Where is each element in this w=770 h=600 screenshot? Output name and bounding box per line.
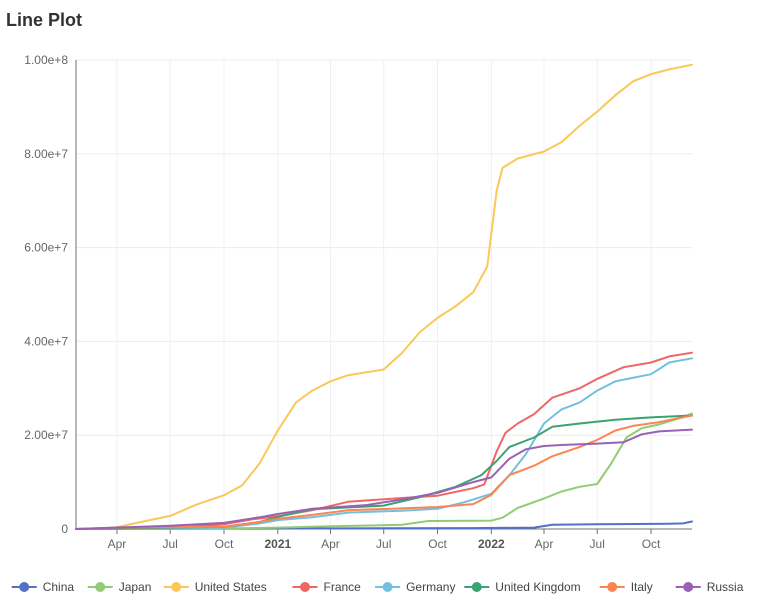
legend-label: United States — [195, 580, 267, 594]
legend-marker-icon — [607, 582, 618, 592]
legend-label: Japan — [119, 580, 152, 594]
legend-label: United Kingdom — [495, 580, 580, 594]
legend-label: Russia — [707, 580, 744, 594]
x-tick-label: Jul — [163, 537, 178, 551]
y-tick-label: 8.00e+7 — [24, 147, 68, 161]
legend-marker-icon — [171, 582, 182, 592]
x-tick-label: Apr — [108, 537, 127, 551]
series-line-italy — [75, 414, 693, 530]
legend-item-united-states[interactable]: United States — [163, 580, 267, 594]
legend-label: China — [43, 580, 75, 594]
x-tick-label: Oct — [215, 537, 234, 551]
x-tick-label: Oct — [428, 537, 447, 551]
series-line-japan — [75, 412, 693, 530]
legend-item-italy[interactable]: Italy — [599, 580, 653, 594]
legend: China Japan United States France Germany Unit… — [11, 580, 744, 594]
series-line-china — [75, 520, 693, 530]
y-tick-label: 4.00e+7 — [24, 334, 68, 348]
y-tick-label: 1.00e+8 — [24, 53, 68, 67]
series-line-united-states — [75, 63, 693, 530]
y-tick-label: 6.00e+7 — [24, 241, 68, 255]
legend-label: Germany — [406, 580, 455, 594]
legend-marker-icon — [300, 582, 310, 592]
legend-item-japan[interactable]: Japan — [87, 580, 152, 594]
x-tick-label: Jul — [590, 537, 605, 551]
grid-layer — [76, 59, 692, 530]
chart-title: Line Plot — [6, 10, 82, 30]
legend-item-russia[interactable]: Russia — [675, 580, 744, 594]
x-tick-label: Apr — [321, 537, 340, 551]
legend-marker-icon — [471, 582, 482, 592]
legend-marker-icon — [95, 582, 106, 592]
series-layer — [75, 63, 693, 530]
legend-item-china[interactable]: China — [11, 580, 75, 594]
x-tick-label: Jul — [376, 537, 391, 551]
legend-label: Italy — [631, 580, 653, 594]
legend-item-france[interactable]: France — [292, 580, 362, 594]
legend-marker-icon — [19, 582, 30, 592]
legend-item-united-kingdom[interactable]: United Kingdom — [464, 580, 581, 594]
axes-layer: 0 2.00e+7 4.00e+7 6.00e+7 8.00e+7 1.00e+8 Apr J… — [24, 53, 692, 551]
legend-label: France — [324, 580, 362, 594]
legend-marker-icon — [683, 582, 694, 592]
legend-marker-icon — [382, 582, 393, 592]
legend-item-germany[interactable]: Germany — [375, 580, 455, 594]
series-line-russia — [75, 428, 693, 530]
x-tick-label: 2022 — [478, 537, 505, 551]
y-tick-label: 2.00e+7 — [24, 428, 68, 442]
x-tick-label: Oct — [642, 537, 661, 551]
x-tick-label: Apr — [535, 537, 554, 551]
x-tick-label: 2021 — [264, 537, 291, 551]
y-tick-label: 0 — [61, 522, 68, 536]
